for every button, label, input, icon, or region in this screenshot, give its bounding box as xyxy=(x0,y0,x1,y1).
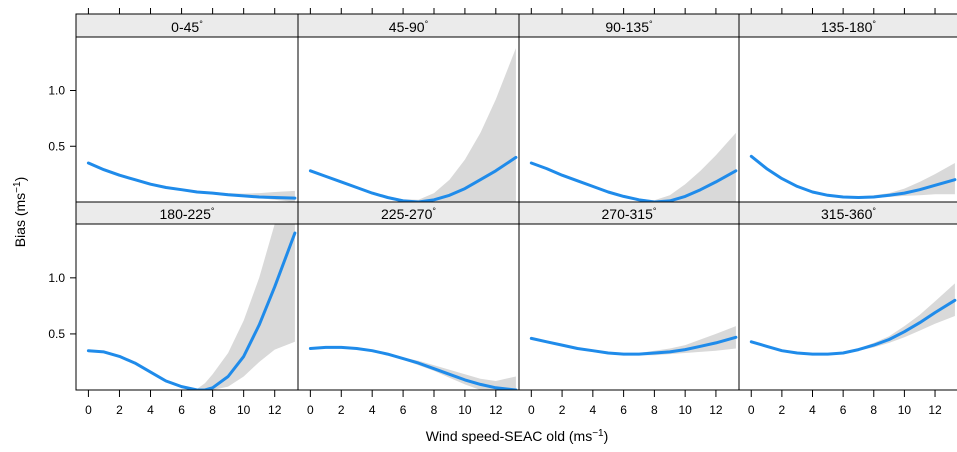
confidence-band-90-135 xyxy=(531,132,736,202)
panel-135-180 xyxy=(749,154,957,199)
confidence-band-225-270 xyxy=(310,346,516,390)
panel-90-135 xyxy=(529,132,738,202)
strip-label-315-360: 315-360° xyxy=(821,206,876,222)
fit-line-270-315 xyxy=(529,335,738,356)
fit-line-225-270 xyxy=(308,345,518,390)
fit-line-90-135 xyxy=(529,161,738,202)
y-axis-title: Bias (ms−1) xyxy=(12,177,28,248)
strip-label-225-270: 225-270° xyxy=(381,206,436,222)
x-tick-label: 8 xyxy=(870,403,877,417)
x-tick-label: 8 xyxy=(431,403,438,417)
x-tick-label: 8 xyxy=(651,403,658,417)
x-tick-label: 6 xyxy=(620,403,627,417)
panel-border-225-270 xyxy=(297,223,520,391)
x-tick-label: 10 xyxy=(237,403,251,417)
panel-border-315-360 xyxy=(738,223,957,391)
confidence-band-315-360 xyxy=(751,283,955,356)
x-tick-label: 0 xyxy=(528,403,535,417)
confidence-band-45-90 xyxy=(310,48,516,202)
x-tick-label: 2 xyxy=(338,403,345,417)
x-tick-label: 12 xyxy=(489,403,503,417)
x-tick-label: 4 xyxy=(809,403,816,417)
strip-label-135-180: 135-180° xyxy=(821,19,876,35)
x-tick-label: 12 xyxy=(709,403,723,417)
panel-180-225 xyxy=(86,224,297,390)
x-tick-label: 10 xyxy=(458,403,472,417)
x-tick-label: 4 xyxy=(590,403,597,417)
x-axis-title: Wind speed-SEAC old (ms−1) xyxy=(426,428,609,444)
x-tick-label: 0 xyxy=(307,403,314,417)
fit-line-45-90 xyxy=(308,155,518,202)
x-tick-label: 0 xyxy=(85,403,92,417)
x-tick-label: 0 xyxy=(748,403,755,417)
x-tick-label: 6 xyxy=(400,403,407,417)
panel-border-135-180 xyxy=(738,36,957,203)
strip-label-180-225: 180-225° xyxy=(160,206,215,222)
x-tick-label: 4 xyxy=(369,403,376,417)
confidence-band-270-315 xyxy=(531,326,736,356)
x-tick-label: 12 xyxy=(268,403,282,417)
x-tick-label: 4 xyxy=(147,403,154,417)
panel-0-45 xyxy=(86,161,297,202)
panel-border-270-315 xyxy=(518,223,740,391)
panel-45-90 xyxy=(308,48,518,202)
x-tick-label: 6 xyxy=(840,403,847,417)
y-tick-label: 1.0 xyxy=(48,271,65,285)
y-tick-label: 1.0 xyxy=(48,84,65,98)
confidence-band-180-225 xyxy=(88,224,295,390)
y-tick-label: 0.5 xyxy=(48,139,65,153)
x-tick-label: 6 xyxy=(178,403,185,417)
y-tick-label: 0.5 xyxy=(48,327,65,341)
panel-315-360 xyxy=(749,283,957,356)
fit-line-135-180 xyxy=(749,154,957,199)
x-tick-label: 2 xyxy=(779,403,786,417)
fit-line-0-45 xyxy=(86,161,297,200)
x-tick-label: 2 xyxy=(116,403,123,417)
panel-270-315 xyxy=(529,326,738,356)
panel-border-0-45 xyxy=(75,36,299,203)
x-tick-label: 10 xyxy=(678,403,692,417)
strip-label-90-135: 90-135° xyxy=(605,19,653,35)
fit-line-315-360 xyxy=(749,298,957,356)
x-tick-label: 12 xyxy=(928,403,942,417)
fit-line-180-225 xyxy=(86,231,297,390)
panel-225-270 xyxy=(308,345,518,390)
x-tick-label: 10 xyxy=(898,403,912,417)
strip-label-45-90: 45-90° xyxy=(389,19,429,35)
x-tick-label: 2 xyxy=(559,403,566,417)
strip-label-270-315: 270-315° xyxy=(602,206,657,222)
strip-label-0-45: 0-45° xyxy=(171,19,203,35)
x-tick-label: 8 xyxy=(209,403,216,417)
